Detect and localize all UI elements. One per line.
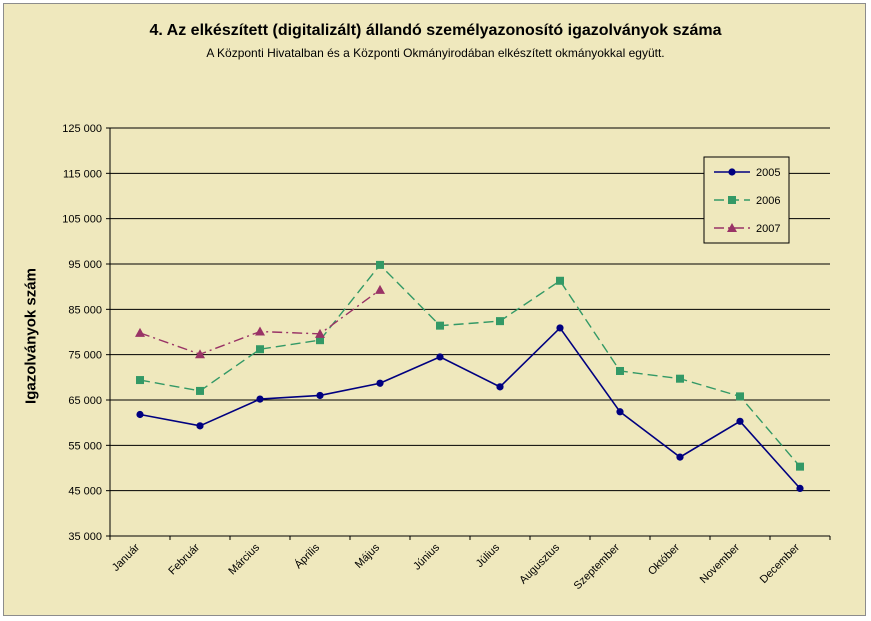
series-line-2005: [139, 326, 801, 489]
data-point-2006: [556, 276, 564, 285]
legend-marker-2007: [727, 223, 737, 232]
x-tick-label: Október: [646, 541, 682, 577]
y-tick-label: 55 000: [68, 440, 102, 452]
data-point-2005: [376, 379, 384, 387]
data-point-2005: [616, 408, 624, 416]
data-point-2005: [556, 324, 564, 332]
data-point-2006: [796, 462, 804, 471]
data-point-2006: [316, 336, 324, 345]
chart-title: 4. Az elkészített (digitalizált) állandó…: [149, 22, 722, 39]
legend-marker-2005: [728, 168, 736, 176]
data-point-2005: [316, 391, 324, 400]
y-tick-label: 105 000: [62, 214, 102, 226]
series-line-2006: [139, 263, 801, 468]
x-tick-label: Január: [110, 541, 143, 574]
x-tick-label: Március: [226, 541, 262, 577]
x-tick-label: December: [758, 541, 803, 586]
x-tick-label: Február: [166, 541, 202, 577]
data-point-2006: [616, 366, 624, 375]
legend-label-2006: 2006: [756, 195, 780, 207]
y-tick-label: 85 000: [68, 304, 102, 316]
data-point-2005: [496, 383, 504, 391]
x-tick-label: Szeptember: [572, 541, 623, 592]
data-point-2006: [436, 321, 444, 330]
y-tick-label: 65 000: [68, 395, 102, 407]
data-point-2005: [136, 410, 144, 419]
y-tick-label: 45 000: [68, 486, 102, 498]
data-point-2005: [736, 417, 744, 425]
y-tick-label: 75 000: [68, 350, 102, 362]
data-point-2005: [676, 453, 684, 461]
data-point-2006: [256, 345, 264, 354]
data-point-2007: [195, 349, 205, 359]
data-point-2006: [376, 260, 384, 269]
data-point-2006: [676, 374, 684, 383]
data-point-2005: [796, 484, 804, 492]
data-point-2007: [315, 328, 325, 338]
y-tick-label: 115 000: [63, 168, 102, 180]
x-tick-label: Május: [353, 541, 383, 571]
y-tick-label: 35 000: [68, 531, 102, 543]
x-tick-label: Június: [411, 541, 442, 572]
chart-subtitle: A Központi Hivatalban és a Központi Okmá…: [206, 46, 665, 60]
legend-marker-2006: [728, 196, 736, 204]
data-point-2005: [436, 353, 444, 361]
data-point-2005: [256, 395, 264, 403]
y-tick-label: 125 000: [62, 123, 102, 135]
data-point-2007: [255, 326, 265, 336]
data-point-2005: [196, 422, 204, 430]
legend-label-2007: 2007: [756, 223, 780, 235]
x-tick-label: November: [698, 541, 743, 586]
data-point-2006: [136, 376, 144, 385]
legend-label-2005: 2005: [756, 167, 780, 179]
data-point-2006: [496, 317, 504, 326]
data-point-2007: [135, 327, 145, 337]
data-point-2006: [196, 386, 204, 395]
data-point-2007: [375, 284, 385, 294]
x-tick-label: Július: [474, 541, 503, 570]
data-point-2006: [736, 392, 744, 401]
x-tick-label: Augusztus: [517, 541, 562, 586]
y-tick-label: 95 000: [68, 259, 102, 271]
x-tick-label: Április: [292, 541, 323, 572]
